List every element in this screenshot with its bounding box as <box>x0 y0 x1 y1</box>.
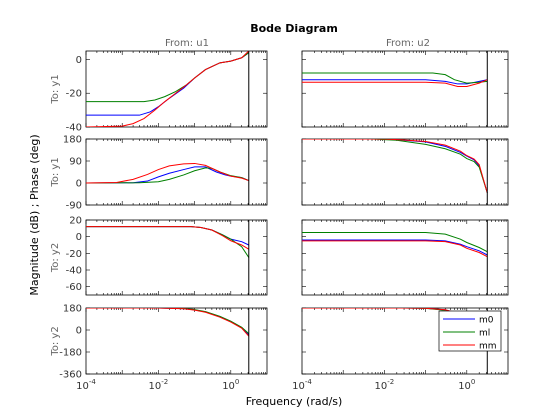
series-line-mm <box>86 162 249 184</box>
panel-r0-c0: 0 -20 -40 To: y1 <box>50 50 268 134</box>
panel-frame <box>85 138 268 206</box>
panel-frame <box>301 50 509 128</box>
y-tick-label: 0 <box>76 326 82 337</box>
legend-label-ml: ml <box>479 329 490 339</box>
x-axis-label: Frequency (rad/s) <box>246 395 343 408</box>
panel-r2-c1 <box>301 219 509 296</box>
row-label: To: y2 <box>50 243 61 273</box>
column-title-2: From: u2 <box>386 38 430 49</box>
series-line-ml <box>302 139 488 193</box>
series-group <box>302 72 488 87</box>
series-line-ml <box>302 232 488 253</box>
panel-r1-c1 <box>301 138 509 206</box>
series-line-mm <box>302 139 488 193</box>
panel-frame <box>85 50 268 128</box>
series-line-mm <box>302 240 488 258</box>
panel-r0-c1 <box>301 50 509 128</box>
x-tick-label: 10-2 <box>375 378 395 392</box>
y-axis-label: Magnitude (dB) ; Phase (deg) <box>28 134 41 295</box>
y-tick-label: -180 <box>59 348 82 359</box>
x-tick-label: 10-4 <box>76 378 96 392</box>
y-tick-label: 0 <box>76 232 82 243</box>
series-group <box>302 232 488 258</box>
x-tick-label: 100 <box>222 378 239 392</box>
series-group <box>86 162 249 184</box>
x-tick-label: 10-2 <box>149 378 169 392</box>
y-tick-label: 20 <box>69 216 82 227</box>
row-label: To: y2 <box>50 326 61 356</box>
series-group <box>302 139 488 193</box>
y-tick-label: -360 <box>59 370 82 381</box>
series-line-mm <box>302 79 488 87</box>
column-title-1: From: u1 <box>165 38 209 49</box>
panel-frame <box>301 138 509 206</box>
y-tick-label: -20 <box>66 89 82 100</box>
y-tick-label: 180 <box>63 135 82 146</box>
panel-r3-c0: 180 0 -180 -360 To: y2 10-4 10-2 100 <box>50 304 268 392</box>
y-tick-label: 0 <box>76 179 82 190</box>
y-tick-label: 180 <box>63 304 82 315</box>
series-line-ml <box>302 72 488 84</box>
y-tick-label: 0 <box>76 55 82 66</box>
panel-r1-c0: 180 90 0 -90 To: y1 <box>50 135 268 212</box>
panel-frame <box>85 307 268 375</box>
panel-r2-c0: 20 0 -20 -40 -60 To: y2 <box>50 216 268 296</box>
legend: m0 ml mm <box>438 310 502 352</box>
series-group <box>86 308 250 337</box>
series-line-m0 <box>302 79 488 85</box>
legend-label-m0: m0 <box>479 316 494 326</box>
x-tick-label: 10-4 <box>292 378 312 392</box>
y-tick-label: -90 <box>66 201 82 212</box>
series-line-mm <box>86 226 250 250</box>
series-group <box>86 226 250 258</box>
series-line-mm <box>86 308 250 337</box>
row-label: To: y1 <box>50 157 61 187</box>
y-tick-label: -20 <box>66 249 82 260</box>
chart-title: Bode Diagram <box>250 22 338 35</box>
series-line-mm <box>86 51 250 127</box>
row-label: To: y1 <box>50 74 61 104</box>
y-tick-label: -60 <box>66 282 82 293</box>
series-group <box>86 51 250 127</box>
x-tick-label: 100 <box>458 378 475 392</box>
panel-frame <box>85 219 268 296</box>
legend-box <box>438 310 502 352</box>
y-tick-label: -40 <box>66 123 82 134</box>
legend-label-mm: mm <box>479 342 497 352</box>
y-tick-label: -40 <box>66 266 82 277</box>
panel-frame <box>301 219 509 296</box>
series-line-m0 <box>302 239 488 256</box>
y-tick-label: 90 <box>69 157 82 168</box>
